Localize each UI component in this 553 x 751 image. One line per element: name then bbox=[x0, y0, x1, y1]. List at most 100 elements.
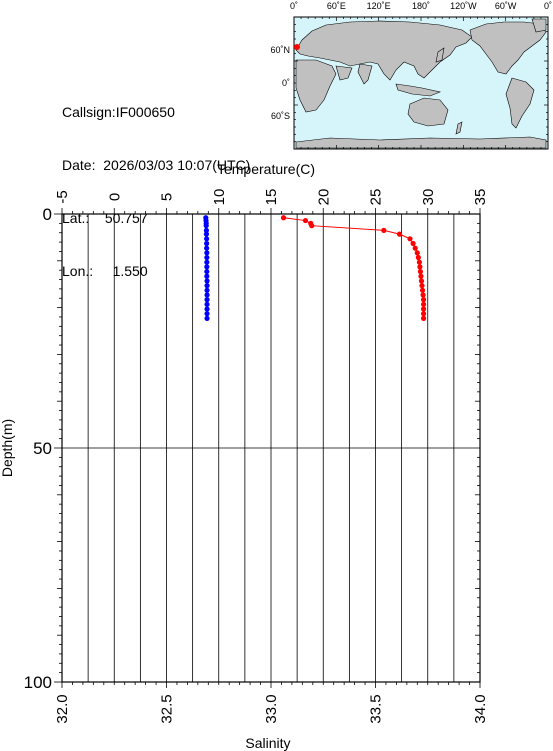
temperature-data-point bbox=[381, 227, 387, 233]
salinity-tick-label: 32.0 bbox=[54, 694, 71, 723]
depth-tick-label: 50 bbox=[33, 439, 52, 458]
map-latitude-label: 0˚ bbox=[282, 78, 290, 88]
salinity-data-point bbox=[204, 250, 210, 256]
salinity-data-point bbox=[204, 287, 210, 293]
land-greenland bbox=[531, 18, 547, 33]
temperature-data-point bbox=[309, 223, 315, 229]
temperature-data-point bbox=[412, 245, 418, 251]
land-india bbox=[357, 63, 373, 85]
map-ticks bbox=[293, 16, 549, 150]
temperature-tick-label: 5 bbox=[159, 193, 176, 201]
plot-series bbox=[203, 215, 427, 321]
temperature-tick-label: 0 bbox=[106, 193, 123, 201]
temperature-data-point bbox=[418, 278, 425, 284]
map-longitude-label: 180˚ bbox=[412, 1, 430, 11]
salinity-tick-label: 34.0 bbox=[472, 694, 489, 723]
callsign-value: IF000650 bbox=[115, 104, 175, 120]
temperature-data-point bbox=[419, 287, 426, 293]
salinity-data-point bbox=[204, 240, 210, 247]
salinity-tick-label: 33.5 bbox=[368, 694, 385, 723]
map-longitude-label: 0˚ bbox=[290, 1, 298, 11]
salinity-data-point bbox=[204, 264, 210, 270]
salinity-data-point bbox=[204, 292, 210, 298]
temperature-data-point bbox=[419, 283, 425, 289]
map-longitude-label: 60˚E bbox=[327, 1, 346, 11]
map-longitude-label: 0˚ bbox=[544, 1, 552, 11]
temperature-tick-label: 35 bbox=[472, 189, 489, 206]
temperature-data-point bbox=[420, 301, 427, 307]
temperature-data-point bbox=[280, 215, 287, 221]
map-land bbox=[295, 18, 547, 149]
temperature-tick-label: 25 bbox=[368, 189, 385, 206]
temperature-data-point bbox=[420, 297, 427, 303]
temperature-data-point bbox=[302, 217, 309, 224]
temperature-tick-label: 20 bbox=[315, 189, 332, 206]
temperature-data-point bbox=[417, 268, 424, 275]
salinity-tick-label: 33.0 bbox=[263, 694, 280, 723]
lon-label: Lon.: bbox=[62, 263, 94, 279]
temperature-data-point bbox=[420, 315, 427, 321]
salinity-data-point bbox=[204, 283, 210, 289]
salinity-data-point bbox=[204, 311, 210, 317]
salinity-data-point bbox=[204, 254, 210, 261]
salinity-data-point bbox=[204, 273, 210, 279]
land-arabia bbox=[335, 65, 353, 81]
temperature-data-point bbox=[396, 231, 403, 237]
salinity-axis-title: Salinity bbox=[245, 735, 290, 751]
depth-tick-label: 0 bbox=[43, 205, 52, 224]
map-longitude-label: 120˚W bbox=[450, 1, 477, 11]
map-longitude-label: 60˚W bbox=[495, 1, 517, 11]
salinity-data-point bbox=[204, 315, 210, 321]
temperature-data-point bbox=[420, 292, 426, 298]
salinity-data-point bbox=[204, 268, 210, 275]
land-africa bbox=[295, 59, 337, 113]
salinity-data-point bbox=[203, 227, 210, 233]
salinity-data-point bbox=[203, 231, 210, 237]
map-longitude-label: 120˚E bbox=[367, 1, 391, 11]
station-marker bbox=[294, 44, 300, 50]
land-newzealand bbox=[455, 121, 463, 135]
plot-grid bbox=[61, 214, 481, 682]
temperature-data-point bbox=[420, 311, 427, 317]
land-north-america bbox=[469, 21, 547, 75]
map-latitude-label: 60˚N bbox=[270, 45, 290, 55]
depth-axis-title: Depth(m) bbox=[0, 419, 15, 477]
salinity-data-point bbox=[204, 236, 210, 242]
temperature-data-point bbox=[416, 259, 422, 265]
temperature-tick-label: 10 bbox=[211, 189, 228, 206]
temperature-axis-title: Temperature(C) bbox=[217, 161, 315, 177]
temperature-data-point bbox=[415, 254, 421, 261]
salinity-data-point bbox=[204, 278, 210, 284]
temperature-data-point bbox=[420, 306, 427, 312]
salinity-data-point bbox=[203, 223, 209, 229]
salinity-data-point bbox=[204, 245, 210, 251]
depth-tick-label: 100 bbox=[24, 673, 52, 692]
land-japan bbox=[435, 47, 445, 63]
date-label: Date: bbox=[62, 157, 96, 173]
map-latitude-label: 60˚S bbox=[271, 111, 290, 121]
salinity-data-point bbox=[204, 297, 210, 303]
land-eurasia bbox=[295, 20, 473, 81]
callsign-line: Callsign:IF000650 bbox=[62, 104, 250, 120]
lon-value: 1.550 bbox=[112, 263, 148, 279]
land-indonesia bbox=[395, 83, 442, 97]
temperature-tick-label: -5 bbox=[54, 190, 71, 203]
salinity-data-point bbox=[204, 306, 210, 312]
temperature-data-point bbox=[410, 240, 416, 247]
salinity-tick-label: 32.5 bbox=[159, 694, 176, 723]
salinity-data-point bbox=[204, 301, 210, 307]
temperature-profile-line bbox=[283, 217, 425, 319]
temperature-data-point bbox=[417, 264, 423, 270]
temperature-tick-label: 15 bbox=[263, 189, 280, 206]
temperature-tick-label: 30 bbox=[420, 189, 437, 206]
world-map: 0˚ 60˚E 120˚E 180˚ 120˚W 60˚W 0˚ 60˚N 0˚ 60˚S bbox=[270, 1, 552, 150]
station-info: Callsign:IF000650 Date: 2026/03/03 10:07… bbox=[62, 72, 250, 295]
date-line: Date: 2026/03/03 10:07(UTC) bbox=[62, 157, 250, 173]
date-value: 2026/03/03 10:07(UTC) bbox=[103, 157, 251, 173]
callsign-label: Callsign: bbox=[62, 104, 116, 120]
salinity-data-point bbox=[204, 259, 210, 265]
temperature-data-point bbox=[414, 250, 420, 256]
lon-line: Lon.: 1.550 bbox=[62, 263, 250, 279]
